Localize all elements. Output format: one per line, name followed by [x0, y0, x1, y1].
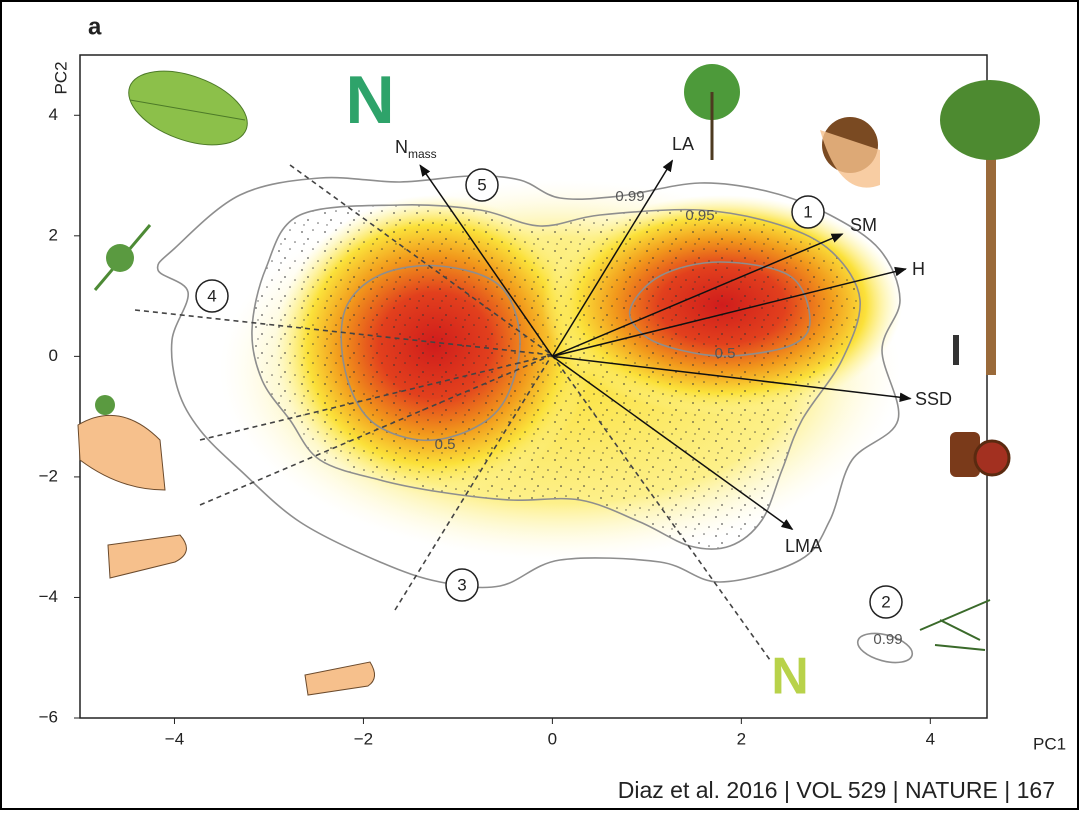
- x-tick-label: −2: [354, 729, 373, 748]
- citation: Diaz et al. 2016 | VOL 529 | NATURE | 16…: [618, 777, 1055, 803]
- y-tick-label: 4: [49, 105, 58, 124]
- contour-label: 0.95: [685, 207, 714, 224]
- y-tick-label: −4: [39, 587, 58, 606]
- icon-letter: N: [771, 648, 809, 706]
- figure: a PC1 PC2 N N Diaz et al. 2016 | VOL 529…: [0, 0, 1079, 810]
- x-tick-label: −4: [165, 729, 184, 748]
- group-label: 4: [207, 286, 216, 305]
- group-label: 5: [477, 175, 486, 194]
- y-axis-label: PC2: [51, 61, 70, 94]
- y-tick-label: −6: [39, 707, 58, 726]
- contour-label: 0.5: [715, 345, 736, 362]
- group-label: 1: [803, 202, 812, 221]
- contour-label: 0.99: [615, 188, 644, 205]
- contour-label: 0.99: [873, 631, 902, 648]
- icon-letter: N: [345, 62, 394, 138]
- y-tick-label: 0: [49, 346, 58, 365]
- loading-label: SSD: [915, 389, 952, 409]
- y-tick-label: 2: [49, 225, 58, 244]
- group-label: 2: [881, 592, 890, 611]
- y-tick-label: −2: [39, 466, 58, 485]
- x-tick-label: 2: [737, 729, 746, 748]
- panel-label: a: [88, 13, 102, 40]
- loading-label: H: [912, 259, 925, 279]
- x-axis-label: PC1: [1033, 734, 1066, 753]
- loading-subscript: mass: [408, 147, 437, 161]
- contour-label: 0.5: [435, 436, 456, 453]
- loading-label: LMA: [785, 536, 822, 556]
- group-label: 3: [457, 575, 466, 594]
- x-tick-label: 4: [926, 729, 935, 748]
- loading-label: SM: [850, 215, 877, 235]
- loading-label: LA: [672, 134, 694, 154]
- x-tick-label: 0: [548, 729, 557, 748]
